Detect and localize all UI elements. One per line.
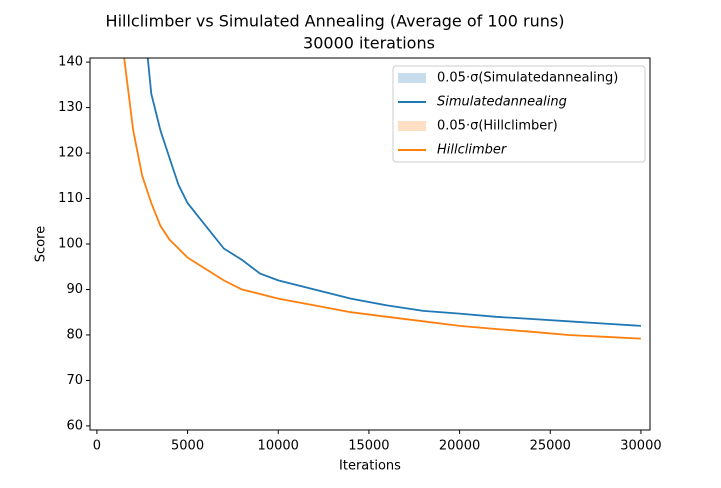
x-tick-label: 30000	[620, 439, 661, 454]
y-tick-label: 60	[66, 418, 83, 433]
legend-patch	[398, 73, 426, 83]
series-line	[123, 58, 641, 340]
x-tick-label: 15000	[348, 439, 389, 454]
x-tick-label: 0	[93, 439, 101, 454]
y-tick-label: 110	[58, 191, 83, 206]
legend-label: 0.05·σ(Hillclimber)	[437, 119, 558, 134]
y-tick-label: 90	[66, 282, 83, 297]
legend-label: Hillclimber	[437, 143, 508, 158]
x-tick-label: 20000	[439, 439, 480, 454]
y-tick-label: 70	[66, 373, 83, 388]
legend-patch	[398, 121, 426, 131]
chart-title: Hillclimber vs Simulated Annealing (Aver…	[106, 12, 565, 31]
legend-label: Simulatedannealing	[437, 95, 567, 110]
x-tick-label: 5000	[171, 439, 204, 454]
y-tick-label: 140	[58, 55, 83, 70]
x-tick-label: 10000	[258, 439, 299, 454]
chart-subtitle: 30000 iterations	[303, 34, 435, 53]
legend-box	[392, 65, 646, 163]
x-axis-label: Iterations	[339, 459, 401, 474]
y-tick-label: 130	[58, 100, 83, 115]
legend-label: 0.05·σ(Simulatedannealing)	[437, 71, 618, 86]
y-tick-label: 80	[66, 327, 83, 342]
y-tick-label: 120	[58, 146, 83, 161]
y-axis-label: Score	[34, 226, 49, 262]
y-tick-label: 100	[58, 237, 83, 252]
series-line	[146, 58, 641, 327]
plot-area	[123, 58, 641, 340]
x-tick-label: 25000	[530, 439, 571, 454]
